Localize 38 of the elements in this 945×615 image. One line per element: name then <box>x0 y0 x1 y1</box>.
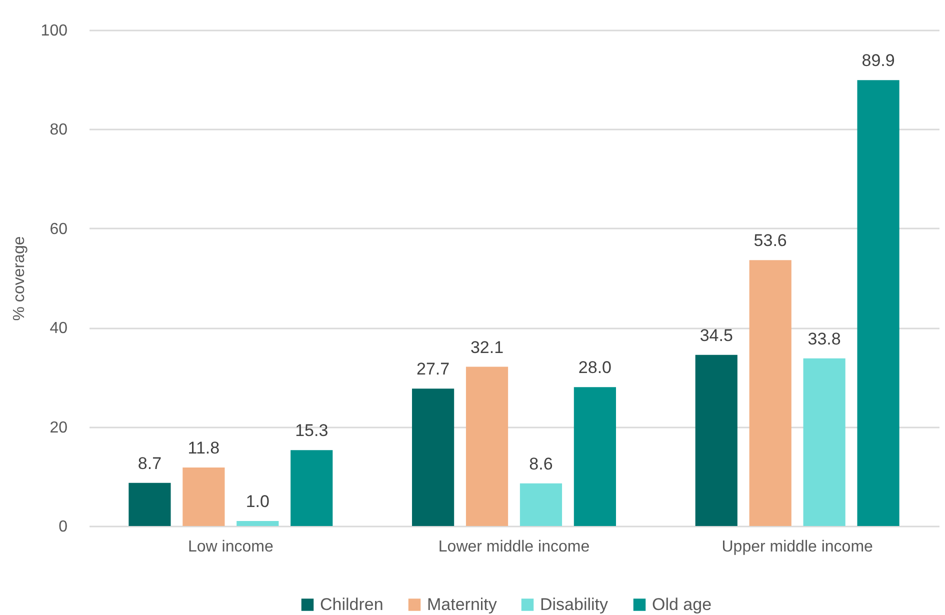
bar <box>236 521 279 526</box>
data-label: 11.8 <box>188 438 220 458</box>
data-label: 1.0 <box>246 492 270 512</box>
data-label: 28.0 <box>578 358 612 378</box>
bar <box>695 354 738 526</box>
data-label: 53.6 <box>754 231 787 250</box>
bar <box>182 467 225 526</box>
bar <box>857 80 900 526</box>
bar <box>412 388 454 526</box>
bar <box>574 387 616 526</box>
y-tick-label: 0 <box>58 518 68 536</box>
bar <box>803 358 846 526</box>
bar <box>520 483 562 526</box>
y-tick-label: 20 <box>50 419 68 436</box>
y-tick-label: 80 <box>50 122 68 139</box>
y-tick-label: 100 <box>40 22 68 40</box>
legend-label: Old age <box>652 594 712 614</box>
data-label: 8.6 <box>529 454 553 474</box>
data-label: 8.7 <box>138 454 162 473</box>
data-label: 27.7 <box>416 360 450 379</box>
data-label: 89.9 <box>862 51 895 70</box>
y-tick-label: 40 <box>50 320 68 338</box>
legend-label: Children <box>320 594 384 614</box>
data-label: 33.8 <box>808 329 841 348</box>
data-label: 15.3 <box>295 421 328 440</box>
y-axis-title: % coverage <box>10 236 28 321</box>
x-tick-label: Upper middle income <box>722 538 874 556</box>
y-tick-label: 60 <box>50 220 68 238</box>
legend-label: Maternity <box>427 594 498 614</box>
x-tick-label: Low income <box>188 538 274 556</box>
bar <box>466 366 508 526</box>
bar <box>290 450 333 526</box>
data-label: 34.5 <box>700 326 733 345</box>
data-label: 32.1 <box>470 338 504 357</box>
bar <box>749 260 792 526</box>
bar <box>128 482 171 526</box>
legend-label: Disability <box>540 594 609 614</box>
x-tick-label: Lower middle income <box>438 538 590 556</box>
